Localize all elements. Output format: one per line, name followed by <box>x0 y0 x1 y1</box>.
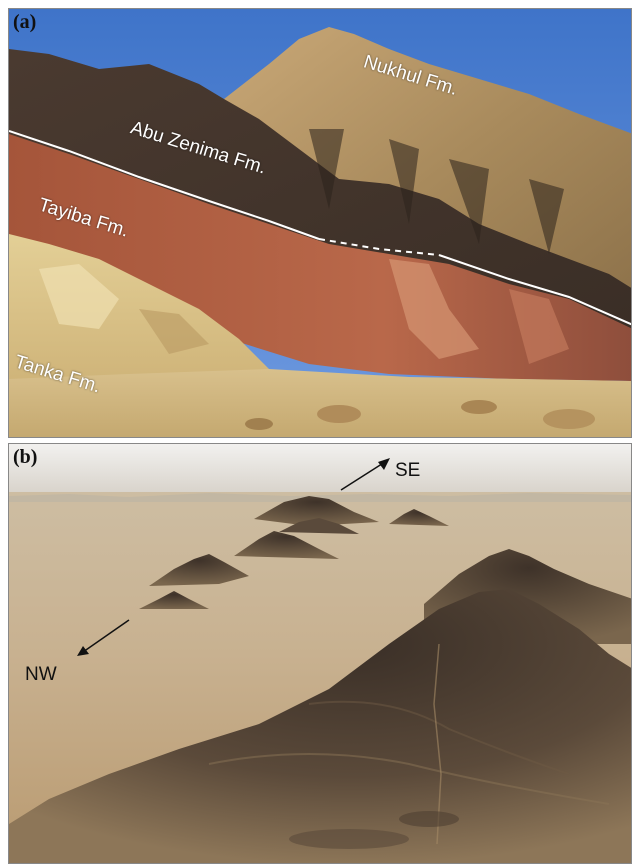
contact-line-dashed <box>318 238 440 256</box>
valley-floor <box>9 369 631 437</box>
far-hill-cluster <box>254 496 379 526</box>
se-arrowhead <box>378 458 390 470</box>
se-arrow <box>340 461 386 491</box>
contact-line-solid <box>9 130 320 240</box>
middle-hill <box>234 531 339 559</box>
panel-b-photo: (b) SE NW <box>8 443 632 864</box>
foreground-conical-hill <box>9 589 631 863</box>
se-direction-label: SE <box>395 460 421 481</box>
hazy-sky <box>9 444 631 492</box>
outcrop-photo <box>9 9 631 437</box>
nw-arrowhead <box>77 646 89 656</box>
panel-a-label: (a) <box>13 11 37 33</box>
left-hill-pair <box>149 554 249 586</box>
desert-landscape-photo <box>9 444 631 863</box>
nw-direction-label: NW <box>25 664 57 685</box>
far-hill-right <box>389 509 449 526</box>
contact-line-solid-right <box>438 254 631 326</box>
small-left-hill <box>139 591 209 609</box>
nw-arrow <box>82 619 130 653</box>
panel-b-label: (b) <box>13 446 38 468</box>
panel-a-photo: (a) Nukhul Fm. Abu Zenima Fm. Tayiba Fm.… <box>8 8 632 438</box>
